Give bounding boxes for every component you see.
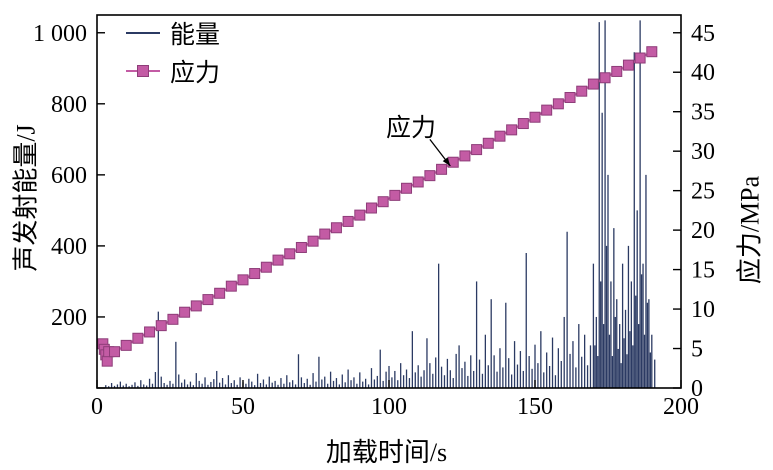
annotation-arrow-head [442, 157, 451, 166]
right-y-tick-label: 35 [691, 100, 715, 126]
stress-marker [249, 268, 261, 280]
left-y-axis-title: 声发射能量/J [11, 124, 41, 272]
stress-marker [517, 118, 529, 130]
left-y-tick-label: 600 [51, 163, 87, 189]
stress-marker [120, 339, 132, 351]
x-axis-title: 加载时间/s [325, 438, 448, 467]
stress-marker [622, 59, 634, 71]
stress-marker [377, 196, 389, 208]
stress-marker [295, 241, 307, 253]
stress-marker [179, 306, 191, 318]
stress-marker [552, 98, 564, 110]
stress-marker [541, 104, 553, 116]
stress-marker [319, 228, 331, 240]
x-tick-label: 0 [91, 394, 103, 420]
stress-marker [587, 78, 599, 90]
legend-item-stress: 应力 [126, 56, 221, 87]
right-y-tick-label: 10 [691, 297, 715, 323]
right-y-tick-label: 45 [691, 21, 715, 47]
stress-marker [646, 46, 658, 58]
stress-marker [564, 91, 576, 103]
left-y-tick-label: 800 [51, 92, 87, 118]
legend-stress-line-sample [126, 65, 160, 77]
stress-marker [412, 176, 424, 188]
left-y-tick-label: 1 000 [33, 21, 87, 47]
stress-marker [101, 355, 113, 367]
legend-energy-line-sample [126, 32, 160, 34]
x-tick-label: 100 [371, 394, 407, 420]
stress-marker [132, 332, 144, 344]
x-tick-label: 150 [517, 394, 553, 420]
stress-marker [599, 72, 611, 84]
stress-marker [109, 346, 121, 358]
stress-marker [342, 215, 354, 227]
right-y-tick-label: 0 [691, 376, 703, 402]
stress-marker [506, 124, 518, 136]
right-y-tick-label: 15 [691, 258, 715, 284]
stress-marker [260, 261, 272, 273]
stress-marker [576, 85, 588, 97]
legend-stress-square-marker [137, 65, 149, 77]
x-tick-label: 200 [663, 394, 699, 420]
stress-marker [459, 150, 471, 162]
stress-marker [482, 137, 494, 149]
stress-marker [214, 287, 226, 299]
stress-marker [354, 209, 366, 221]
stress-marker [529, 111, 541, 123]
legend-stress-label: 应力 [170, 60, 221, 87]
right-y-tick-label: 25 [691, 179, 715, 205]
left-y-tick-label: 400 [51, 234, 87, 260]
stress-marker [307, 235, 319, 247]
stress-marker [284, 248, 296, 260]
stress-marker [167, 313, 179, 325]
stress-marker [272, 254, 284, 266]
right-y-tick-label: 30 [691, 139, 715, 165]
stress-marker [424, 170, 436, 182]
stress-marker [155, 320, 167, 332]
right-y-tick-label: 5 [691, 337, 703, 363]
stress-marker [144, 326, 156, 338]
stress-line [101, 50, 653, 362]
stress-marker [494, 130, 506, 142]
stress-marker [190, 300, 202, 312]
stress-marker [225, 280, 237, 292]
stress-marker [436, 163, 448, 175]
right-y-tick-label: 40 [691, 60, 715, 86]
chart-legend: 能量 应力 [126, 18, 221, 87]
left-y-tick-label: 200 [51, 305, 87, 331]
stress-marker [330, 222, 342, 234]
right-y-axis-title: 应力/MPa [735, 175, 765, 285]
stress-marker [611, 65, 623, 77]
stress-annotation: 应力 [386, 115, 437, 142]
stress-marker [389, 189, 401, 201]
legend-energy-label: 能量 [170, 22, 221, 49]
right-y-tick-label: 20 [691, 218, 715, 244]
stress-marker [202, 294, 214, 306]
legend-item-energy: 能量 [126, 18, 221, 49]
stress-marker [401, 182, 413, 194]
stress-marker [471, 144, 483, 156]
stress-marker [365, 202, 377, 214]
stress-marker [634, 52, 646, 64]
stress-marker [237, 274, 249, 286]
x-tick-label: 50 [231, 394, 255, 420]
